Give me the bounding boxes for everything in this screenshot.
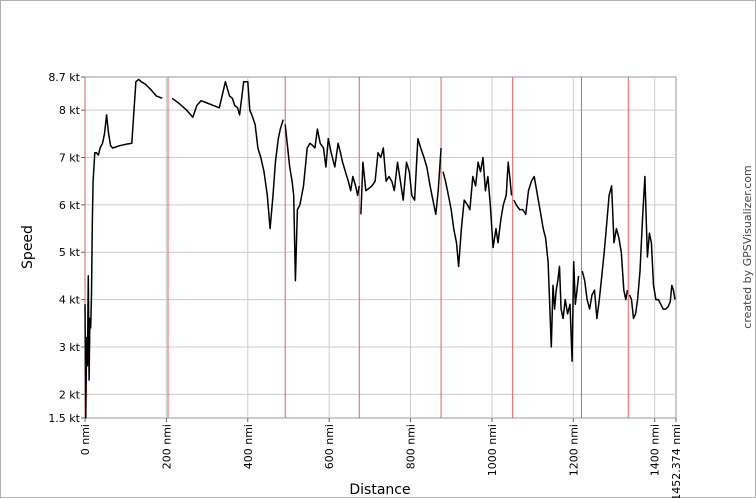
x-tick-label: 0 nmi	[79, 424, 92, 455]
y-tick-label: 6 kt	[59, 199, 81, 212]
speed-line-segment	[84, 78, 163, 419]
x-tick-labels: 0 nmi 200 nmi 400 nmi 600 nmi 800 nmi 1000 nm…	[79, 418, 683, 498]
y-tick-label: 2 kt	[59, 388, 81, 401]
x-tick-label: 600 nmi	[323, 424, 336, 469]
plot-area	[84, 76, 677, 419]
x-tick-label: 1400 nmi	[649, 424, 662, 476]
y-gridlines	[85, 109, 676, 395]
segment-markers	[84, 77, 629, 418]
x-tick-label: 1200 nmi	[567, 424, 580, 476]
x-tick-label: 1452.374 nmi	[670, 424, 683, 498]
x-tick-label: 200 nmi	[160, 424, 173, 469]
speed-line-segment	[171, 80, 284, 230]
y-tick-label: 8.7 kt	[48, 71, 80, 84]
y-tick-label: 3 kt	[59, 341, 81, 354]
speed-line-segment	[360, 137, 442, 216]
speed-line-segment	[442, 156, 513, 268]
y-tick-label: 4 kt	[59, 294, 81, 307]
y-tick-label: 8 kt	[59, 104, 81, 117]
speed-line-segment	[284, 124, 361, 282]
speed-line-segment	[513, 175, 580, 362]
x-gridlines	[165, 77, 656, 418]
x-axis-title: Distance	[349, 482, 410, 498]
credit-text: created by GPSVisualizer.com	[741, 165, 754, 328]
y-tick-label: 5 kt	[59, 246, 81, 259]
speed-series	[84, 78, 676, 419]
speed-line-segment	[581, 185, 629, 320]
y-axis-title: Speed	[20, 225, 36, 269]
speed-line-segment	[628, 175, 676, 320]
y-tick-labels: 1.5 kt 2 kt 3 kt 4 kt 5 kt 6 kt 7 kt 8 kt 8.7 kt	[48, 71, 85, 425]
y-tick-label: 1.5 kt	[48, 412, 80, 425]
y-tick-label: 7 kt	[59, 152, 81, 165]
x-tick-label: 800 nmi	[405, 424, 418, 469]
x-tick-label: 1000 nmi	[486, 424, 499, 476]
x-tick-label: 400 nmi	[242, 424, 255, 469]
